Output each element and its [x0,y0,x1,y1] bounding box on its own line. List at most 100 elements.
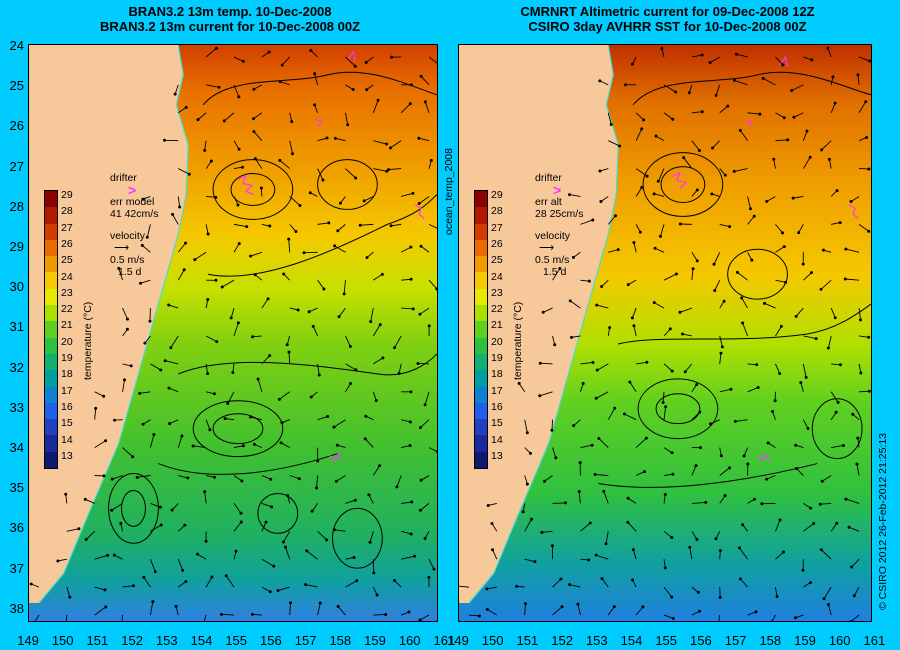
velocity-arrow-head [253,273,257,277]
velocity-arrow [204,140,207,151]
y-tick-label: 35 [9,480,24,496]
velocity-arrow-head [342,292,346,296]
velocity-arrow-head [209,159,213,163]
velocity-arrow-head [186,476,190,480]
velocity-arrow-head [604,542,608,546]
x-tick-label-right: 153 [585,633,608,648]
colorbar-tick-label: 23 [61,286,73,299]
velocity-arrow [193,445,207,449]
colorbar-swatch [45,419,57,436]
x-tick-label-left: 159 [364,633,386,648]
velocity-arrow-head [336,605,340,609]
velocity-arrow-head [196,118,200,122]
velocity-arrow-head [718,549,722,553]
velocity-arrow [580,219,593,225]
velocity-arrow [168,387,179,393]
velocity-arrow [144,335,151,344]
y-tick-label: 37 [9,560,24,576]
velocity-arrow [204,491,207,504]
velocity-arrow-head [843,277,847,281]
velocity-arrow [34,614,40,621]
velocity-arrow [827,335,832,349]
x-tick-label-right: 157 [724,633,747,648]
right-map-canvas [459,45,871,621]
velocity-arrow-head [237,147,241,151]
velocity-arrow [122,447,133,458]
velocity-arrow-head [670,369,674,373]
velocity-arrow [194,251,207,260]
velocity-arrow-head [290,120,294,124]
colorbar-swatch [475,288,487,306]
velocity-arrow-head [656,179,660,183]
velocity-arrow [831,445,844,449]
velocity-arrow-head [558,267,562,271]
velocity-arrow [345,335,351,347]
velocity-arrow [712,140,721,149]
velocity-arrow-head [436,450,437,454]
velocity-arrow-head [550,428,554,432]
velocity-arrow-head [410,500,414,504]
velocity-arrow [222,279,235,288]
velocity-arrow [370,308,374,322]
velocity-arrow-head [214,46,218,50]
velocity-arrow-head [714,93,718,97]
velocity-arrow [663,363,673,372]
left-map[interactable] [28,44,438,622]
velocity-arrow-head [833,101,837,105]
velocity-arrow-head [723,494,727,498]
velocity-arrow-head [348,344,352,348]
velocity-arrow-head [752,497,756,501]
velocity-arrow-head [738,128,742,132]
velocity-arrow-head [711,146,714,150]
velocity-arrow-head [670,535,674,539]
velocity-arrow [552,335,556,345]
velocity-arrow [418,196,430,204]
velocity-arrow [628,279,637,285]
velocity-arrow-head [250,612,254,616]
velocity-arrow [288,239,291,253]
velocity-arrow [691,54,703,58]
velocity-arrow-head [282,540,286,544]
velocity-arrow-head [252,87,256,91]
velocity-arrow-head [413,554,417,558]
velocity-arrow-head [206,232,210,236]
velocity-arrow-head [640,185,644,189]
x-tick-label-left: 154 [190,633,213,648]
velocity-arrow-head [409,390,413,394]
velocity-arrow-head [269,477,273,481]
velocity-arrow [524,475,528,485]
velocity-arrow [743,447,749,457]
velocity-arrow [654,247,665,253]
velocity-arrow-head [630,316,634,320]
velocity-arrow [205,335,217,342]
velocity-arrow-head [749,207,752,211]
velocity-arrow [577,604,581,616]
colorbar-title: temperature (°C) [82,301,94,380]
velocity-arrow-head [237,242,241,246]
velocity-arrow-head [812,521,816,525]
velocity-arrow-head [241,444,245,448]
velocity-arrow-head [104,605,108,609]
velocity-arrow-head [239,511,243,515]
velocity-arrow-head [741,523,745,527]
velocity-arrow [742,322,749,337]
velocity-arrow-head [855,462,859,466]
velocity-arrow-head [778,518,782,522]
right-map[interactable] [458,44,872,622]
velocity-arrow-head [286,494,290,498]
velocity-arrow [486,586,497,590]
velocity-arrow-head [215,340,219,344]
velocity-arrow [691,501,706,504]
x-tick-label-left: 158 [329,633,352,648]
velocity-arrow-head [695,188,699,192]
velocity-arrow [580,444,593,449]
velocity-arrow-head [485,607,489,611]
velocity-arrow-head [698,446,702,450]
velocity-arrow [635,471,645,476]
velocity-arrow-head [337,315,341,319]
velocity-arrow-head [491,548,495,552]
velocity-arrow [853,586,860,596]
velocity-arrow-head [698,609,702,613]
velocity-arrow-head [119,521,123,525]
velocity-arrow [830,307,836,318]
